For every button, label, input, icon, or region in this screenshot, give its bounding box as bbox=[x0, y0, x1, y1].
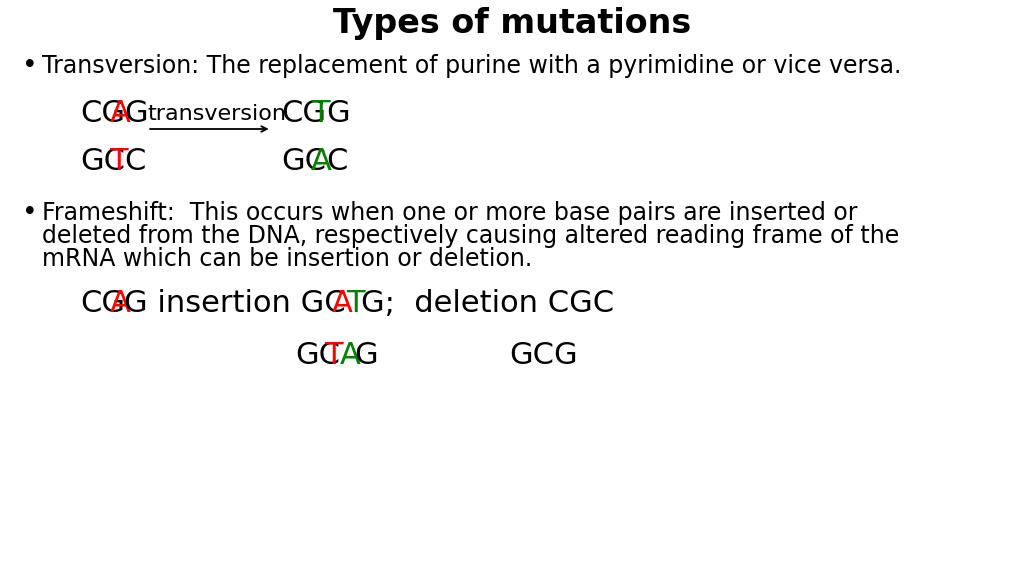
Text: CG: CG bbox=[80, 100, 125, 128]
Text: GC: GC bbox=[80, 146, 125, 176]
Text: G insertion GC: G insertion GC bbox=[124, 289, 346, 317]
Text: Transversion: The replacement of purine with a pyrimidine or vice versa.: Transversion: The replacement of purine … bbox=[42, 54, 901, 78]
Text: CG: CG bbox=[80, 289, 125, 317]
Text: mRNA which can be insertion or deletion.: mRNA which can be insertion or deletion. bbox=[42, 247, 532, 271]
Text: A: A bbox=[110, 289, 130, 317]
Text: G: G bbox=[124, 100, 148, 128]
Text: GC: GC bbox=[282, 146, 327, 176]
Text: T: T bbox=[325, 342, 343, 370]
Text: G: G bbox=[326, 100, 349, 128]
Text: C: C bbox=[124, 146, 145, 176]
Text: Types of mutations: Types of mutations bbox=[333, 6, 691, 40]
Text: T: T bbox=[110, 146, 128, 176]
Text: GCG: GCG bbox=[509, 342, 578, 370]
Text: •: • bbox=[22, 53, 38, 79]
Text: GC: GC bbox=[295, 342, 340, 370]
Text: A: A bbox=[110, 100, 130, 128]
Text: CG: CG bbox=[282, 100, 327, 128]
Text: Frameshift:  This occurs when one or more base pairs are inserted or: Frameshift: This occurs when one or more… bbox=[42, 201, 857, 225]
Text: transversion: transversion bbox=[147, 104, 286, 124]
Text: T: T bbox=[311, 100, 330, 128]
Text: T: T bbox=[346, 289, 365, 317]
Text: A: A bbox=[311, 146, 332, 176]
Text: •: • bbox=[22, 200, 38, 226]
Text: G;  deletion CGC: G; deletion CGC bbox=[361, 289, 614, 317]
Text: A: A bbox=[332, 289, 352, 317]
Text: deleted from the DNA, respectively causing altered reading frame of the: deleted from the DNA, respectively causi… bbox=[42, 224, 899, 248]
Text: C: C bbox=[326, 146, 347, 176]
Text: A: A bbox=[339, 342, 360, 370]
Text: G: G bbox=[354, 342, 378, 370]
